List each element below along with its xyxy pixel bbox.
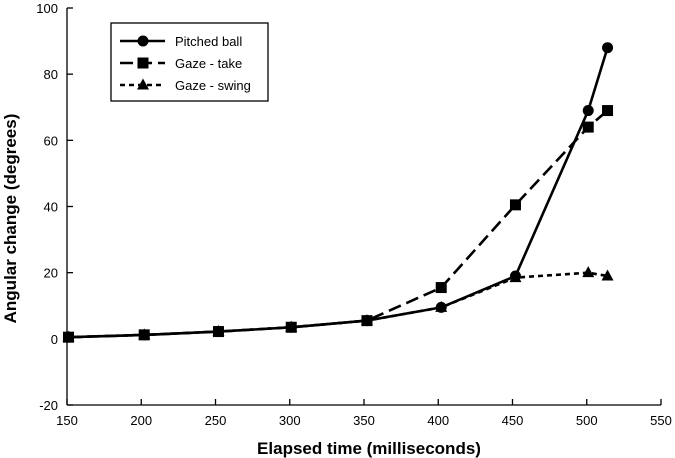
legend-marker-gaze-swing bbox=[137, 78, 149, 90]
data-point-gaze-swing bbox=[601, 269, 614, 281]
series-pitched-ball bbox=[62, 42, 614, 343]
data-point-pitched-ball bbox=[582, 105, 594, 117]
y-tick-label: 40 bbox=[44, 200, 58, 215]
data-point-pitched-ball bbox=[361, 315, 373, 327]
legend-item-gaze-swing: Gaze - swing bbox=[120, 78, 251, 93]
series-line-gaze-swing bbox=[68, 271, 608, 339]
y-tick-label: 80 bbox=[44, 67, 58, 82]
x-tick-label: 450 bbox=[502, 413, 524, 428]
y-tick-label: 0 bbox=[51, 332, 58, 347]
data-point-pitched-ball bbox=[509, 270, 521, 282]
x-tick-label: 500 bbox=[576, 413, 598, 428]
series-layer bbox=[62, 42, 614, 343]
x-tick-label: 550 bbox=[650, 413, 672, 428]
data-point-pitched-ball bbox=[138, 329, 150, 341]
data-point-gaze-take bbox=[435, 282, 447, 294]
legend: Pitched ball Gaze - take Gaze - swing bbox=[110, 22, 269, 102]
y-tick-label: 60 bbox=[44, 133, 58, 148]
data-point-pitched-ball bbox=[285, 321, 297, 333]
legend-marker-gaze-take bbox=[137, 57, 149, 69]
data-point-gaze-swing bbox=[582, 266, 595, 278]
data-point-gaze-take bbox=[582, 121, 594, 133]
x-tick-label: 400 bbox=[427, 413, 449, 428]
y-axis-title: Angular change (degrees) bbox=[1, 114, 20, 324]
x-tick-label: 250 bbox=[205, 413, 227, 428]
x-tick-label: 200 bbox=[130, 413, 152, 428]
legend-label-gaze-swing: Gaze - swing bbox=[175, 78, 251, 93]
legend-label-pitched-ball: Pitched ball bbox=[175, 34, 242, 49]
y-axis-ticks: -20 0 20 40 60 80 100 bbox=[36, 1, 73, 413]
x-axis-title: Elapsed time (milliseconds) bbox=[257, 439, 481, 458]
legend-box bbox=[110, 22, 269, 102]
series-gaze-take bbox=[62, 105, 614, 343]
data-point-pitched-ball bbox=[602, 42, 614, 54]
data-point-pitched-ball bbox=[435, 301, 447, 313]
y-tick-label: 20 bbox=[44, 266, 58, 281]
x-axis-ticks: 150 200 250 300 350 400 450 500 550 bbox=[56, 399, 672, 428]
series-line-gaze-take bbox=[68, 109, 609, 339]
legend-item-gaze-take: Gaze - take bbox=[120, 56, 242, 71]
data-point-gaze-take bbox=[602, 105, 614, 117]
legend-label-gaze-take: Gaze - take bbox=[175, 56, 242, 71]
x-tick-label: 350 bbox=[353, 413, 375, 428]
legend-marker-pitched-ball bbox=[137, 35, 149, 47]
x-tick-label: 150 bbox=[56, 413, 78, 428]
y-tick-label: 100 bbox=[36, 1, 58, 16]
legend-item-pitched-ball: Pitched ball bbox=[120, 34, 242, 49]
data-point-gaze-take bbox=[509, 199, 521, 211]
y-tick-label: -20 bbox=[39, 398, 58, 413]
data-point-pitched-ball bbox=[62, 331, 74, 343]
x-tick-label: 300 bbox=[279, 413, 301, 428]
data-point-pitched-ball bbox=[212, 326, 224, 338]
